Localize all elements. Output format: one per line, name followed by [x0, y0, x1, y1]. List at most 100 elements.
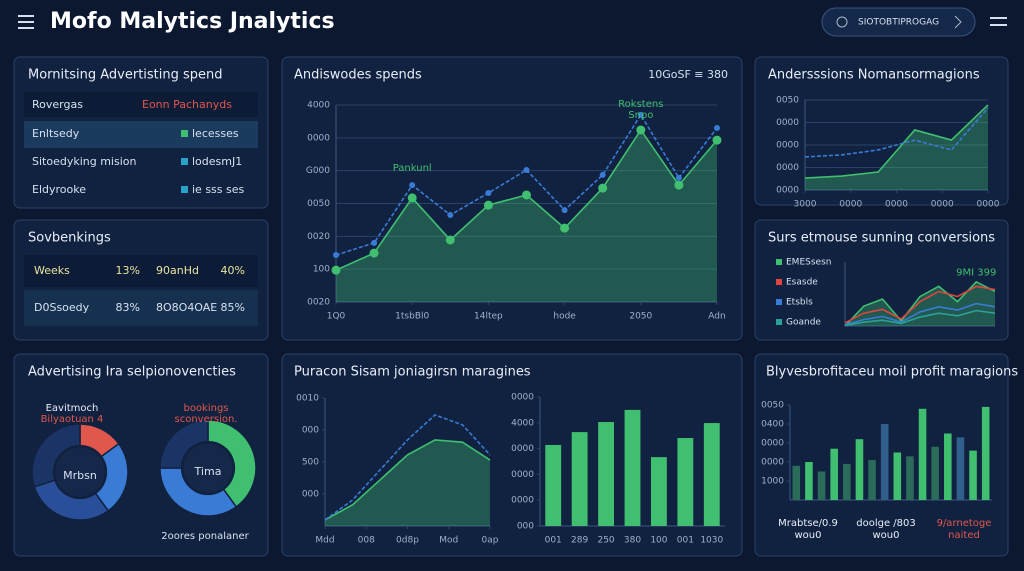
x-tick-label: 3000: [794, 200, 817, 210]
bar: [598, 422, 614, 526]
menu-bar: [18, 27, 34, 29]
note: wou0: [873, 530, 900, 541]
note: naited: [948, 530, 980, 541]
point: [523, 167, 530, 174]
bar: [906, 456, 914, 500]
bar: [817, 471, 826, 500]
table-cell: Eldyrooke: [32, 183, 86, 196]
table-cell: Weeks: [34, 264, 70, 277]
y-tick-label: 0050: [307, 199, 330, 209]
point: [331, 265, 341, 275]
y-tick-label: 4000: [511, 418, 534, 428]
legend-swatch: [776, 319, 782, 325]
pie-center-label: Mrbsn: [63, 469, 97, 482]
y-tick-label: 000: [517, 522, 534, 532]
legend-swatch: [776, 279, 782, 285]
point: [598, 183, 608, 193]
line: [844, 285, 996, 324]
x-tick-label: 001: [545, 536, 562, 546]
x-tick-label: 1Q0: [327, 312, 346, 322]
point: [561, 207, 568, 214]
point: [483, 200, 493, 210]
x-tick-label: 0000: [931, 200, 954, 210]
pie-slice: [159, 419, 209, 469]
table-cell: Sitoedyking mision: [32, 155, 137, 168]
menu-bar: [18, 21, 34, 23]
table-cell: Enltsedy: [32, 127, 80, 140]
point: [445, 235, 455, 245]
bar: [893, 452, 902, 500]
x-tick-label: 100: [650, 536, 667, 546]
note: Mrabtse/0.9: [778, 518, 838, 529]
area: [325, 439, 490, 526]
bar: [805, 462, 813, 500]
app-title: Mofo Malytics Jnalytics: [50, 9, 335, 34]
y-tick-label: 0000: [511, 470, 534, 480]
table-row-bg: [24, 255, 258, 287]
point: [675, 174, 682, 181]
legend-swatch: [776, 259, 782, 265]
annotation: 9MI 399: [956, 267, 996, 278]
x-tick-label: 001: [677, 536, 694, 546]
note: doolge /803: [856, 518, 916, 529]
options-button[interactable]: [990, 17, 1007, 26]
point: [485, 189, 492, 196]
table-header: Eonn Pachanyds: [142, 98, 232, 111]
pie-center-label: Tima: [194, 465, 222, 478]
bar: [703, 423, 720, 526]
bar: [868, 460, 876, 500]
y-tick-label: 0000: [511, 496, 534, 506]
y-tick-label: 000: [302, 490, 319, 500]
pie-slice: [159, 467, 238, 517]
point: [447, 211, 454, 218]
bar: [677, 438, 694, 526]
options-bar: [990, 24, 1007, 26]
status-dot: [181, 158, 188, 165]
note: 9/arnetoge: [937, 518, 992, 529]
bar: [855, 439, 864, 500]
y-tick-label: G000: [306, 166, 330, 176]
bar: [931, 446, 939, 500]
x-tick-label: 380: [624, 536, 641, 546]
pie-footer: 2oores ponalaner: [161, 531, 249, 542]
x-tick-label: Adn: [708, 312, 725, 322]
panel-title: Sovbenkings: [28, 231, 111, 246]
search-box[interactable]: SIOTOBTIPROGAG: [821, 7, 976, 37]
chevron: [954, 15, 962, 29]
x-tick-label: 0000: [839, 200, 862, 210]
panel-title: Mornitsing Advertisting spend: [28, 68, 223, 83]
table-cell: 8O8O4OAE: [156, 301, 217, 314]
y-tick-label: 4000: [307, 101, 330, 111]
x-tick-label: hode: [553, 312, 576, 322]
pie-caption: sconversion.: [175, 414, 238, 425]
bar: [956, 437, 965, 500]
status-dot: [181, 186, 188, 193]
y-tick-label: 0000: [776, 163, 799, 173]
y-tick-label: 500: [302, 458, 319, 468]
y-tick-label: 0000: [761, 458, 784, 468]
y-tick-label: 0000: [776, 186, 799, 196]
table-header: Rovergas: [32, 98, 83, 111]
pie-caption: bookings: [183, 403, 228, 414]
bar: [651, 457, 667, 526]
legend-label: Goande: [786, 318, 821, 328]
point: [333, 252, 339, 259]
bar: [918, 408, 927, 500]
y-tick-label: 0020: [307, 232, 330, 242]
panel-title: Advertising Ira selpionovencties: [28, 365, 236, 380]
point: [407, 193, 417, 203]
bar: [981, 406, 990, 500]
y-tick-label: 1000: [761, 477, 784, 487]
bar: [792, 465, 801, 500]
area: [805, 104, 988, 190]
y-tick-label: 0050: [761, 401, 784, 411]
panel-title: Blyvesbrofitaceu moil profit maragions: [766, 365, 1018, 380]
menu-button[interactable]: [18, 15, 34, 29]
x-tick-label: 1030: [700, 536, 723, 546]
table-cell: 90anHd: [156, 264, 199, 277]
row-highlight: [24, 121, 258, 148]
legend-label: Etsbls: [786, 298, 813, 308]
line: [804, 107, 989, 158]
y-tick-label: 0010: [296, 394, 319, 404]
